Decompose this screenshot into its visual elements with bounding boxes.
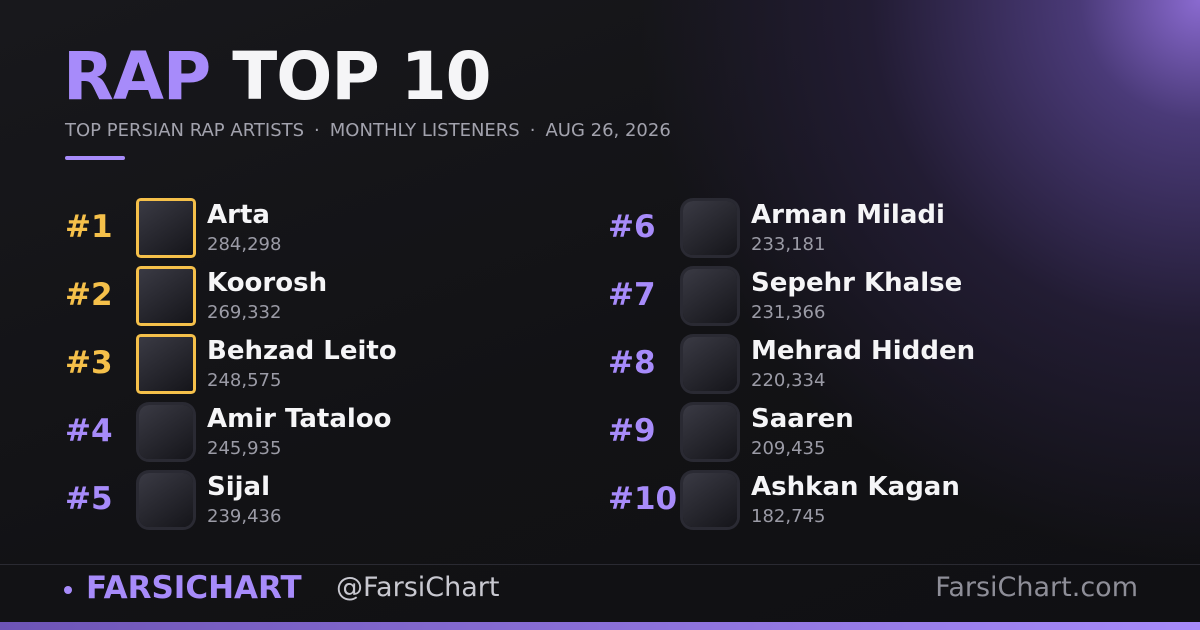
rank: #7 [608,277,656,313]
divider [0,564,1200,565]
avatar [139,201,193,255]
rank: #6 [608,209,656,245]
avatar [139,405,193,459]
listener-count: 239,436 [207,506,282,527]
artist-name: Saaren [751,404,854,434]
listener-count: 284,298 [207,234,282,255]
avatar [139,473,193,527]
artist-name: Arta [207,200,270,230]
artist-name: Amir Tataloo [207,404,392,434]
separator: · [529,120,536,141]
subtitle: TOP PERSIAN RAP ARTISTS · MONTHLY LISTENER… [65,120,671,141]
rank: #5 [65,481,113,517]
listener-count: 231,366 [751,302,826,323]
separator: · [314,120,320,141]
listener-count: 233,181 [751,234,826,255]
listener-count: 248,575 [207,370,282,391]
brand-dot [64,586,72,594]
rank: #3 [65,345,113,381]
title: RAP TOP 10 [63,38,492,115]
brand: FARSICHART [86,570,302,606]
rank: #1 [65,209,113,245]
listener-count: 209,435 [751,438,826,459]
artist-name: Ashkan Kagan [751,472,960,502]
artist-name: Sepehr Khalse [751,268,963,298]
subtitle-part: TOP PERSIAN RAP ARTISTS [65,120,305,141]
listener-count: 245,935 [207,438,282,459]
listener-count: 220,334 [751,370,826,391]
listener-count: 182,745 [751,506,826,527]
rank: #2 [65,277,113,313]
artist-name: Koorosh [207,268,328,298]
avatar [139,337,193,391]
avatar [683,269,737,323]
subtitle-part: MONTHLY LISTENERS [329,120,520,141]
artist-name: Sijal [207,472,271,502]
avatar [683,337,737,391]
rank: #4 [65,413,113,449]
site-link: FarsiChart.com [935,572,1138,603]
avatar [683,405,737,459]
avatar [683,473,737,527]
subtitle-part: AUG 26, 2026 [545,120,671,141]
artist-name: Arman Miladi [751,200,945,230]
bottom-strip [0,622,1200,630]
rank: #9 [608,413,656,449]
avatar [139,269,193,323]
avatar [683,201,737,255]
handle: @FarsiChart [336,572,500,603]
listener-count: 269,332 [207,302,282,323]
artist-name: Behzad Leito [207,336,397,366]
title-main: TOP 10 [232,38,491,115]
title-accent: RAP [63,38,211,115]
accent-bar [65,156,125,160]
artist-name: Mehrad Hidden [751,336,976,366]
rank: #8 [608,345,656,381]
rank: #10 [608,481,678,517]
